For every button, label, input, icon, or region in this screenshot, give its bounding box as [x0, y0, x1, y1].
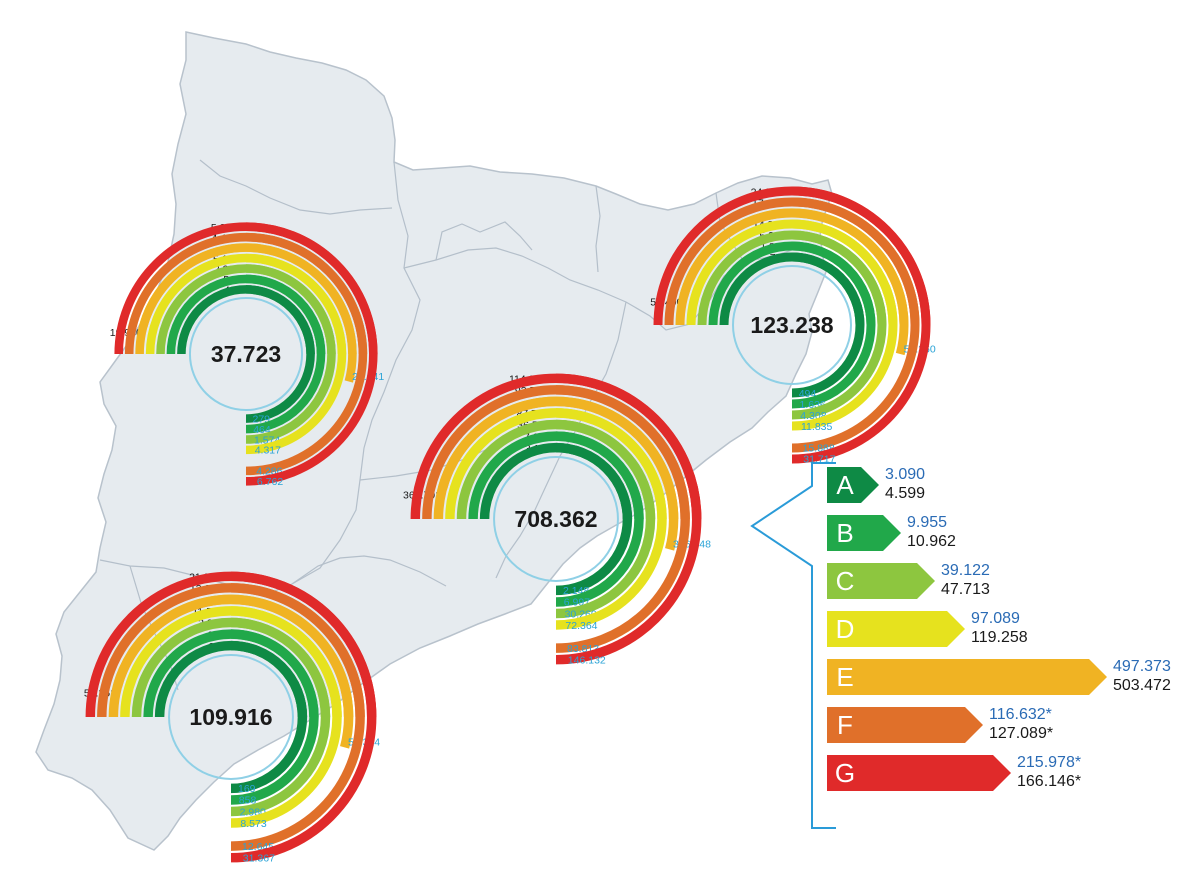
legend-bracket — [750, 462, 836, 829]
legend-value-blue: 215.978* — [1017, 754, 1081, 771]
province-ring-girona: 7551.8015.29514.89158.49017.11324.893494… — [650, 186, 936, 465]
legend-letter: A — [836, 470, 854, 500]
lower-arc-c — [131, 617, 331, 817]
legend-value-black: 503.472 — [1113, 677, 1171, 694]
legend-arrow-g — [827, 755, 1011, 791]
legend-value-black: 127.089* — [989, 725, 1053, 742]
lower-arc-c — [456, 419, 656, 619]
legend-letter: F — [837, 710, 853, 740]
lower-arc-d — [120, 606, 342, 828]
lower-arc-e — [675, 208, 909, 356]
province-circle — [493, 456, 619, 582]
lower-arc-e — [108, 594, 354, 749]
province-total: 708.362 — [514, 506, 597, 532]
lower-arc-e — [135, 243, 357, 383]
legend-letter: E — [836, 662, 853, 692]
legend-value-blue: 116.632* — [989, 706, 1052, 723]
lower-label-g: 31.367 — [243, 852, 275, 864]
legend-row-b: B 9.955 10.962 — [827, 514, 956, 551]
lower-arc-d — [686, 219, 898, 431]
lower-arc-b — [468, 431, 644, 607]
legend-value-black: 119.258 — [971, 629, 1028, 646]
lower-label-a: 169 — [238, 783, 256, 795]
lower-label-d: 8.573 — [240, 818, 266, 830]
legend-row-f: F 116.632* 127.089* — [827, 706, 1053, 743]
lower-arc-f — [97, 583, 365, 851]
legend-letter: C — [836, 566, 855, 596]
lower-arc-c — [697, 230, 887, 420]
lower-label-a: 494 — [799, 388, 817, 400]
lower-label-d: 72.364 — [565, 620, 597, 632]
legend-value-blue: 39.122 — [941, 562, 990, 579]
legend-arrow-b — [827, 515, 901, 551]
legend-letter: B — [836, 518, 853, 548]
lower-arc-d — [445, 408, 667, 630]
province-ring-lleida-north: 4095472.0155.13319.9304.4165.2732794641.… — [110, 222, 385, 488]
legend-value-black: 47.713 — [941, 581, 990, 598]
legend-value-blue: 497.373 — [1113, 658, 1171, 675]
province-total: 123.238 — [750, 312, 833, 338]
lower-arc-b — [166, 274, 326, 434]
lower-label-g: 146.132 — [568, 654, 606, 666]
lower-arc-a — [479, 442, 633, 596]
legend-arrow-e — [827, 659, 1107, 695]
legend-value-black: 4.599 — [885, 485, 925, 502]
legend-value-blue: 97.089 — [971, 610, 1020, 627]
legend-row-e: E 497.373 503.472 — [827, 658, 1171, 695]
ring-charts: 4095472.0155.13319.9304.4165.2732794641.… — [84, 186, 936, 864]
lower-arc-d — [145, 253, 347, 455]
province-circle — [168, 654, 294, 780]
lower-arc-f — [124, 232, 368, 476]
legend-value-black: 10.962 — [907, 533, 956, 550]
province-total: 109.916 — [189, 704, 272, 730]
lower-arc-a — [154, 640, 308, 794]
legend-letter: D — [836, 614, 855, 644]
province-ring-barcelona: 3.1717.65136.59387.706366.70192.533114.0… — [403, 373, 711, 666]
lower-label-d: 4.317 — [255, 445, 281, 457]
legend: A 3.090 4.599 B 9.955 10.962 C 39.122 47.713 D 97.… — [750, 462, 1171, 829]
province-circle — [732, 265, 852, 385]
legend-arrow-c — [827, 563, 935, 599]
lower-arc-a — [719, 252, 865, 398]
legend-row-c: C 39.122 47.713 — [827, 562, 990, 599]
legend-arrow-f — [827, 707, 983, 743]
legend-row-a: A 3.090 4.599 — [827, 466, 925, 503]
lower-arc-g — [653, 186, 931, 464]
lower-label-d: 11.835 — [801, 421, 832, 433]
lower-arc-a — [177, 285, 315, 423]
lower-arc-b — [708, 241, 876, 409]
legend-value-blue: 9.955 — [907, 514, 947, 531]
lower-arc-g — [114, 222, 378, 486]
province-circle — [188, 296, 304, 412]
legend-value-blue: 3.090 — [885, 466, 925, 483]
legend-row-d: D 97.089 119.258 — [827, 610, 1028, 647]
lower-arc-f — [664, 197, 920, 453]
legend-value-black: 166.146* — [1017, 773, 1081, 790]
legend-arrow-a — [827, 467, 879, 503]
lower-label-g: 6.762 — [257, 476, 283, 488]
legend-letter: G — [835, 758, 855, 788]
lower-arc-e — [433, 396, 679, 551]
lower-arc-f — [422, 385, 690, 653]
legend-arrow-d — [827, 611, 965, 647]
province-ring-tarragona: 2649633.81011.52858.35113.02721.97316985… — [84, 571, 380, 864]
lower-label-b: 858 — [239, 795, 257, 807]
lower-arc-g — [85, 571, 377, 863]
legend-row-g: G 215.978* 166.146* — [827, 754, 1081, 791]
lower-arc-b — [143, 629, 319, 805]
lower-arc-c — [156, 264, 336, 444]
lower-arc-g — [410, 373, 702, 665]
province-total: 37.723 — [211, 341, 281, 367]
